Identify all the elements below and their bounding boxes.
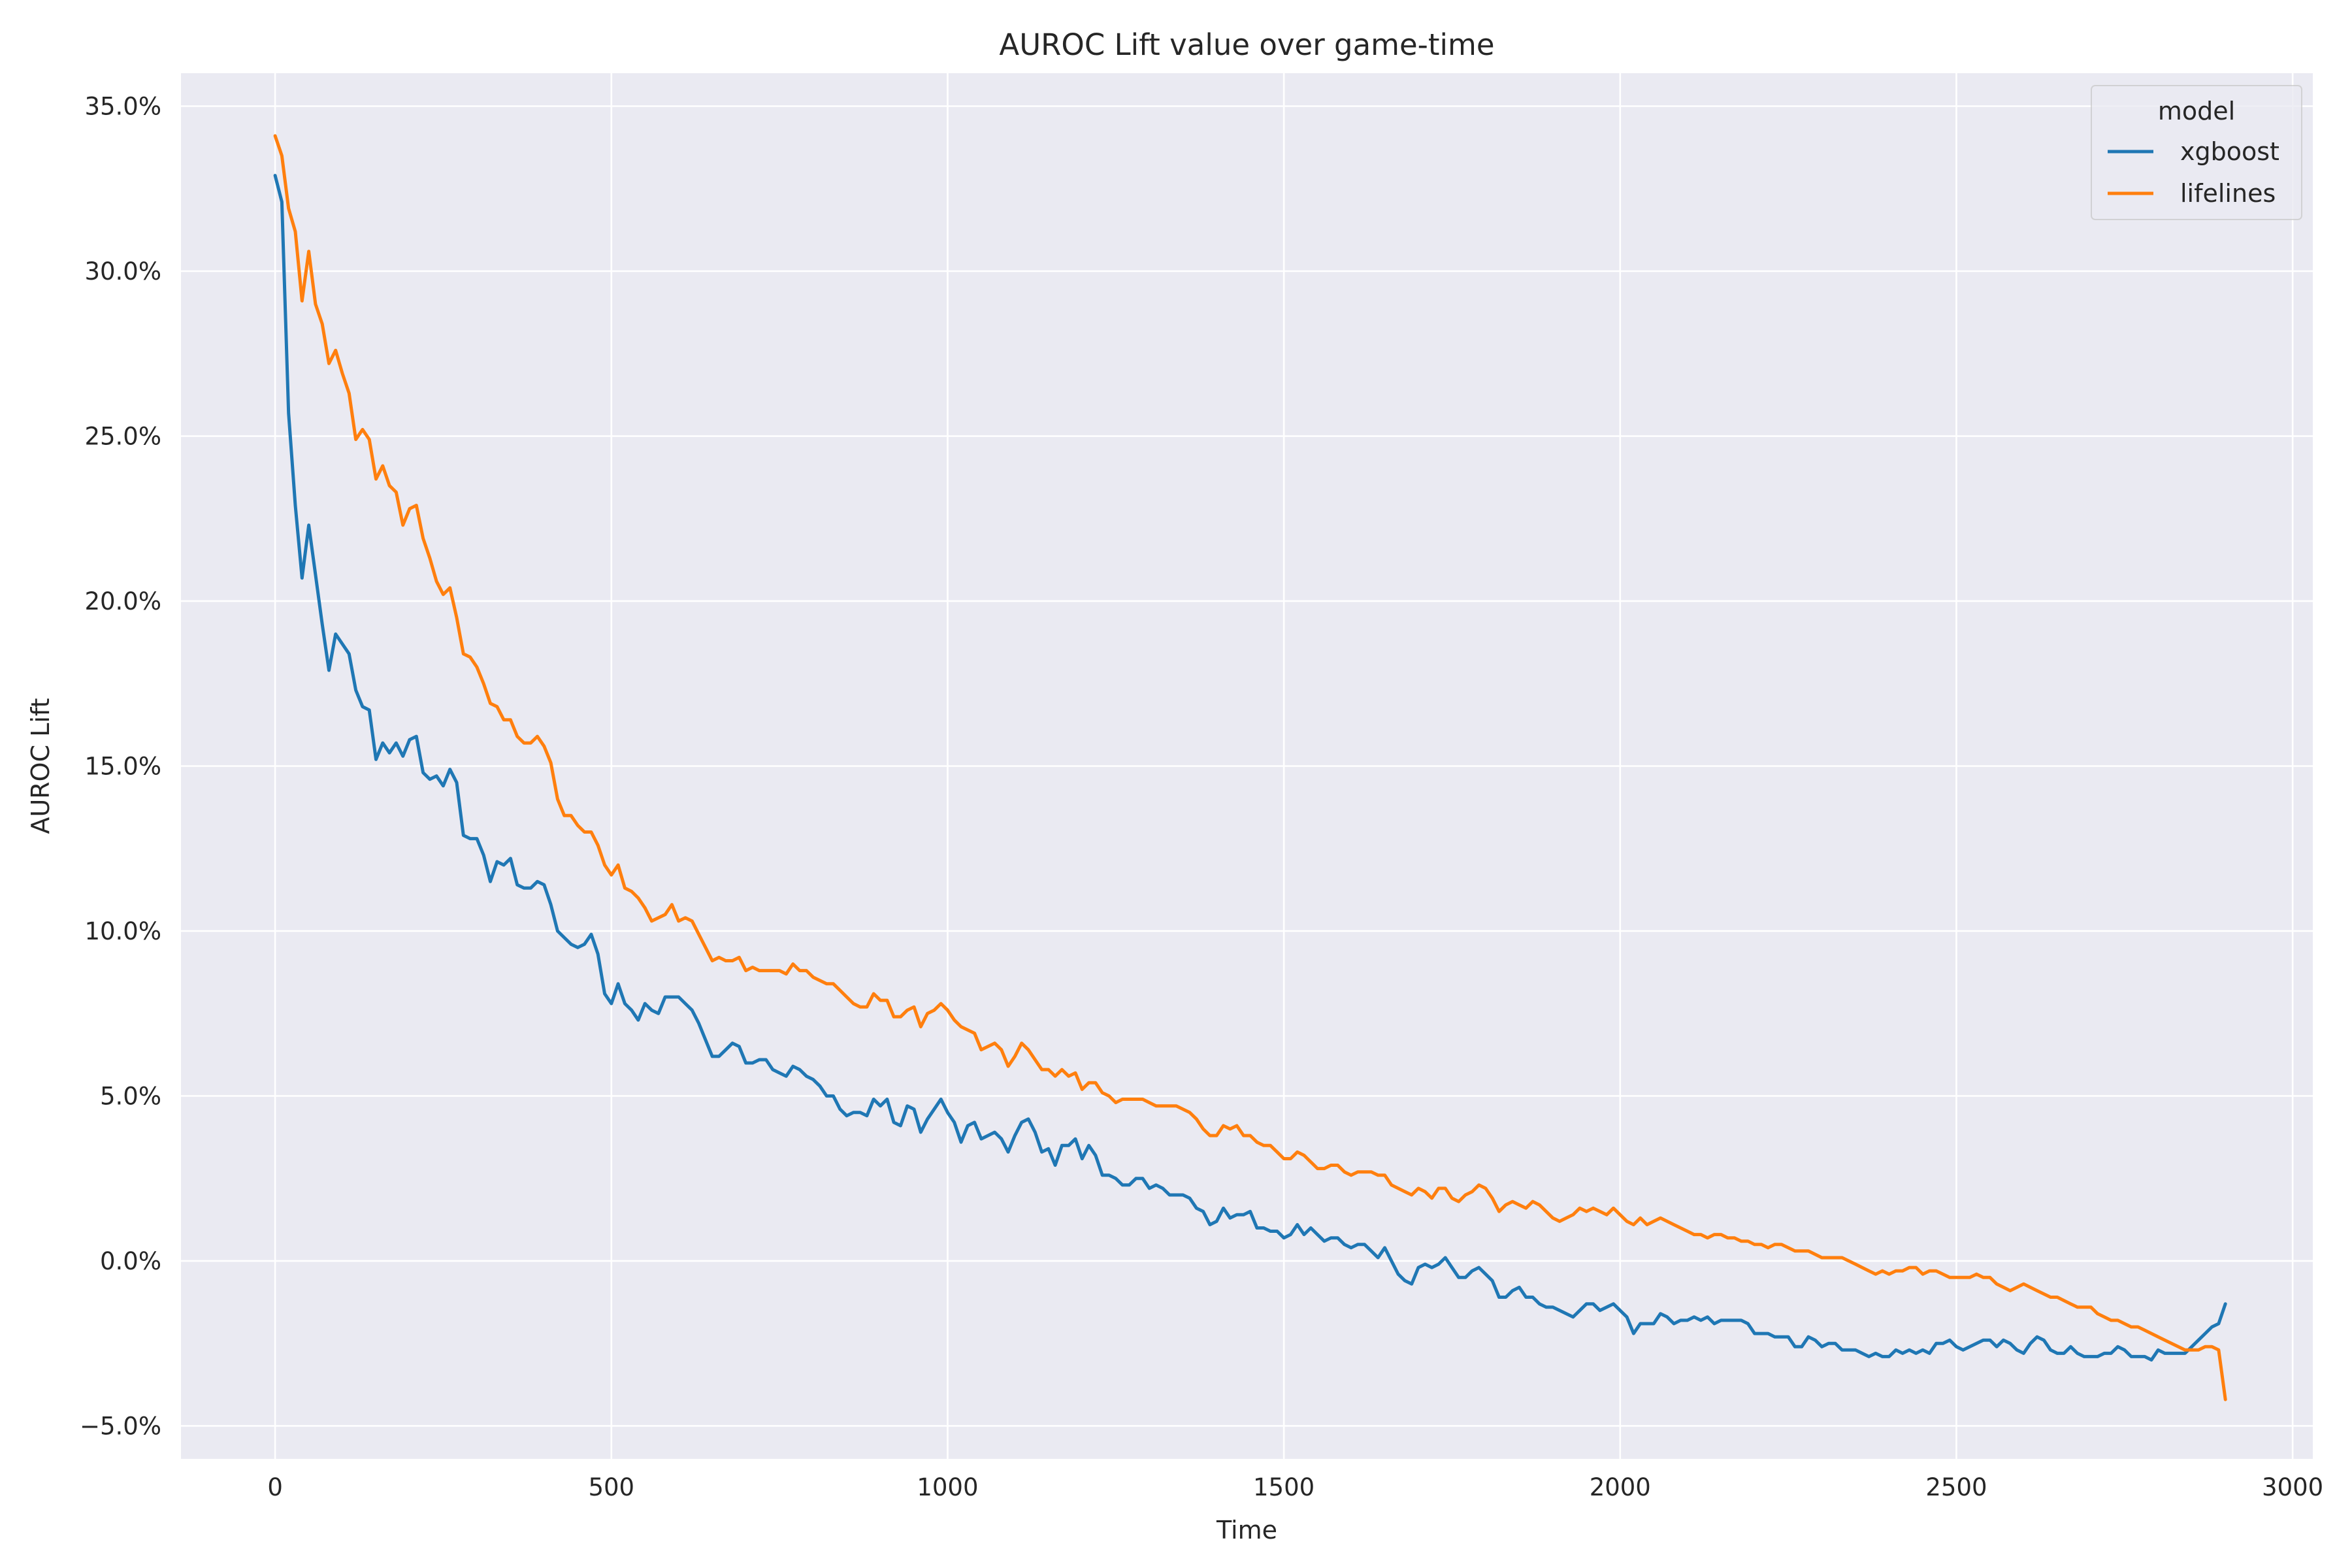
x-tick-label: 0 (267, 1473, 283, 1501)
x-tick-label: 1500 (1253, 1473, 1315, 1501)
y-tick-label: 15.0% (84, 753, 161, 781)
series-line-xgboost (273, 174, 2227, 1362)
x-tick-label: 2500 (1925, 1473, 1987, 1501)
y-axis-ticks: −5.0% 0.0% 5.0% 10.0% 15.0% 20.0% 25.0% 30.0% 35… (80, 93, 161, 1441)
x-axis-label: Time (1216, 1516, 1277, 1544)
y-tick-label: 20.0% (84, 587, 161, 615)
y-tick-label: 25.0% (84, 423, 161, 451)
x-axis-ticks: 0 500 1000 1500 2000 2500 3000 (267, 1473, 2323, 1501)
y-tick-label: 35.0% (84, 93, 161, 121)
series-line-lifelines (273, 134, 2227, 1401)
legend-label-xgboost: xgboost (2180, 137, 2279, 166)
y-tick-label: 0.0% (100, 1247, 161, 1275)
y-axis-label: AUROC Lift (26, 698, 55, 834)
y-tick-label: 10.0% (84, 917, 161, 945)
legend-title: model (2158, 97, 2235, 125)
x-tick-label: 2000 (1590, 1473, 1651, 1501)
x-tick-label: 500 (588, 1473, 634, 1501)
y-tick-label: 5.0% (100, 1083, 161, 1111)
x-tick-label: 3000 (2262, 1473, 2323, 1501)
y-tick-label: 30.0% (84, 257, 161, 286)
y-tick-label: −5.0% (80, 1413, 161, 1441)
legend-items: xgboost lifelines (2108, 137, 2279, 208)
grid (181, 73, 2313, 1459)
legend-label-lifelines: lifelines (2180, 179, 2276, 208)
x-tick-label: 1000 (917, 1473, 978, 1501)
legend-box (2091, 85, 2302, 220)
legend: model xgboost lifelines (2091, 85, 2302, 220)
series-layer (273, 134, 2227, 1401)
chart-title: AUROC Lift value over game-time (999, 27, 1494, 62)
